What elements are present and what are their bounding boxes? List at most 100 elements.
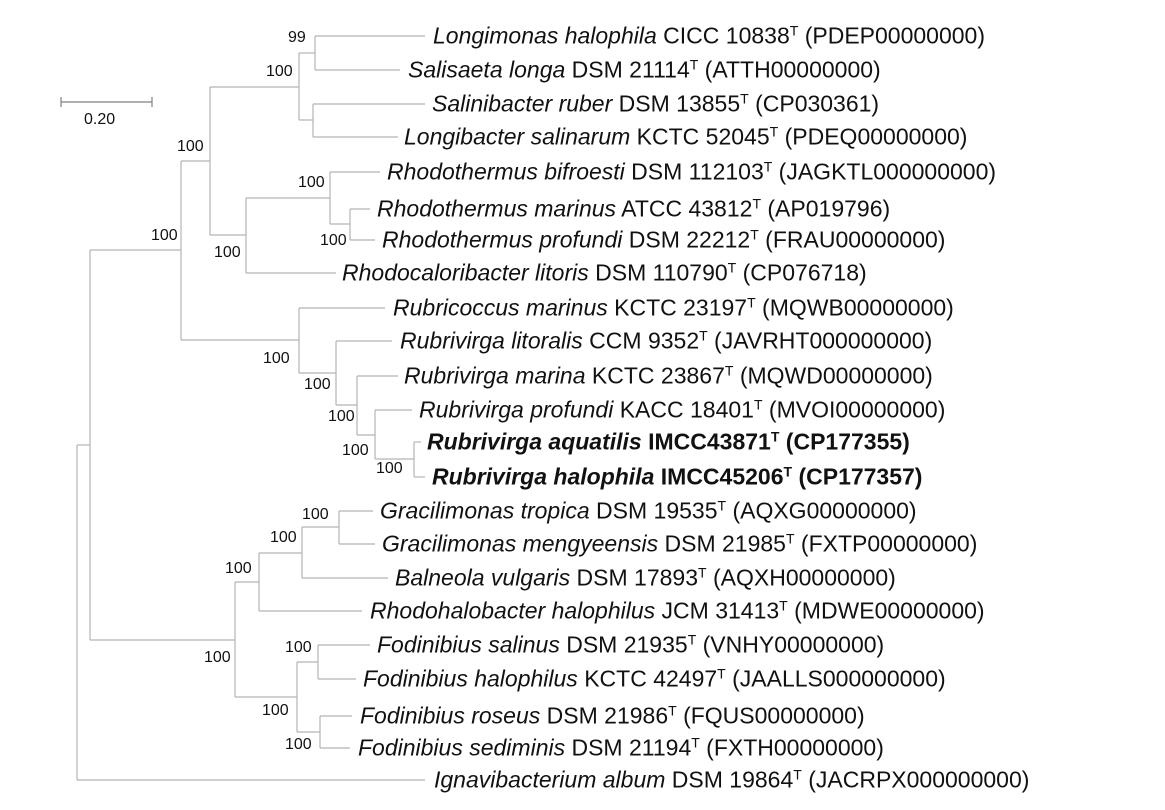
taxon-label-fod-roseus: Fodinibius roseus DSM 21986T (FQUS000000…: [360, 702, 865, 729]
bootstrap-value-rubrivirga-marina-clade: 100: [328, 408, 355, 425]
type-strain-mark: T: [789, 22, 799, 39]
bootstrap-value-rubrivirga-profundi-clade: 100: [342, 442, 369, 459]
taxon-label-rubricoccus: Rubricoccus marinus KCTC 23197T (MQWB000…: [393, 294, 954, 321]
taxon-label-rub-aquatilis: Rubrivirga aquatilis IMCC43871T (CP17735…: [427, 428, 910, 455]
taxon-label-balneola: Balneola vulgaris DSM 17893T (AQXH000000…: [395, 564, 896, 591]
species-name: Longibacter salinarum: [404, 123, 631, 150]
genome-accession: (CP177355): [779, 428, 910, 455]
genome-accession: (PDEP00000000): [798, 22, 985, 49]
bootstrap-value-rhodothermus-marinus-profundi: 100: [320, 232, 347, 249]
type-strain-mark: T: [740, 90, 749, 107]
taxon-label-grac-tropica: Gracilimonas tropica DSM 19535T (AQXG000…: [380, 497, 917, 524]
species-name: Balneola vulgaris: [395, 564, 571, 591]
species-name: Rubrivirga marina: [404, 362, 586, 389]
taxon-label-grac-mengyeensis: Gracilimonas mengyeensis DSM 21985T (FXT…: [382, 530, 977, 557]
strain-designation: DSM 110790: [588, 259, 728, 286]
species-name: Ignavibacterium album: [434, 766, 666, 793]
bootstrap-value-balneolaceae: 100: [204, 649, 231, 666]
type-strain-mark: T: [770, 428, 780, 445]
type-strain-mark: T: [717, 497, 727, 514]
taxon-label-ignavibacterium: Ignavibacterium album DSM 19864T (JACRPX…: [434, 766, 1029, 793]
genome-accession: (MDWE00000000): [787, 597, 985, 624]
species-name: Fodinibius sediminis: [358, 734, 566, 761]
type-strain-mark: T: [779, 597, 788, 614]
genome-accession: (AQXH00000000): [706, 564, 896, 591]
species-name: Salinibacter ruber: [432, 90, 613, 117]
species-name: Rubricoccus marinus: [393, 294, 608, 321]
genome-accession: (AP019796): [761, 195, 891, 222]
species-name: Rhodothermus profundi: [382, 226, 623, 253]
genome-accession: (FQUS00000000): [676, 702, 865, 729]
genome-accession: (VNHY00000000): [696, 631, 885, 658]
species-name: Fodinibius roseus: [360, 702, 541, 729]
bootstrap-value-rhodothermaceae: 100: [214, 244, 241, 261]
species-name: Salisaeta longa: [408, 56, 566, 83]
taxon-label-fod-halophilus: Fodinibius halophilus KCTC 42497T (JAALL…: [363, 665, 946, 692]
species-name: Rubrivirga profundi: [419, 396, 614, 423]
strain-designation: KCTC 42497: [577, 665, 718, 692]
strain-designation: KCTC 23867: [585, 362, 725, 389]
taxon-label-rub-litoralis: Rubrivirga litoralis CCM 9352T (JAVRHT00…: [400, 327, 932, 354]
taxon-label-rho-bifroesti: Rhodothermus bifroesti DSM 112103T (JAGK…: [387, 158, 997, 185]
bootstrap-value-balneolaceae-upper: 100: [225, 560, 252, 577]
strain-designation: DSM 17893: [570, 564, 699, 591]
strain-designation: KCTC 23197: [607, 294, 748, 321]
type-strain-mark: T: [763, 158, 773, 175]
species-name: Gracilimonas tropica: [380, 497, 590, 524]
strain-designation: DSM 21985: [658, 530, 786, 557]
strain-designation: JCM 31413: [655, 597, 780, 624]
type-strain-mark: T: [783, 463, 793, 480]
strain-designation: KCTC 52045: [630, 123, 770, 150]
species-name: Rhodohalobacter halophilus: [370, 597, 656, 624]
type-strain-mark: T: [699, 327, 708, 344]
taxon-label-rub-halophila: Rubrivirga halophila IMCC45206T (CP17735…: [432, 463, 922, 490]
taxon-label-fod-salinus: Fodinibius salinus DSM 21935T (VNHY00000…: [377, 631, 885, 658]
genome-accession: (CP030361): [748, 90, 880, 117]
type-strain-mark: T: [750, 226, 759, 243]
species-name: Fodinibius halophilus: [363, 665, 578, 692]
bootstrap-value-rhodothermales: 100: [151, 227, 178, 244]
taxon-label-longimonas: Longimonas halophila CICC 10838T (PDEP00…: [433, 22, 985, 49]
bootstrap-value-rubrivirga: 100: [304, 376, 331, 393]
bootstrap-value-fodinibius-salinus-halophilus: 100: [285, 639, 312, 656]
bootstrap-value-rubrivirga-rubricoccus: 100: [263, 350, 290, 367]
genome-accession: (JAALLS000000000): [725, 665, 946, 692]
taxon-label-rhodohalobacter: Rhodohalobacter halophilus JCM 31413T (M…: [370, 597, 985, 624]
genome-accession: (CP076718): [736, 259, 867, 286]
type-strain-mark: T: [698, 564, 707, 581]
type-strain-mark: T: [727, 259, 737, 276]
bootstrap-value-fodinibius-roseus-sediminis: 100: [285, 736, 312, 753]
species-name: Rubrivirga litoralis: [400, 327, 583, 354]
genome-accession: (JAGKTL000000000): [772, 158, 997, 185]
bootstrap-value-gracilimonas: 100: [302, 506, 329, 523]
genome-accession: (AQXG00000000): [726, 497, 917, 524]
type-strain-mark: T: [752, 195, 761, 212]
genome-accession: (MQWB00000000): [755, 294, 954, 321]
type-strain-mark: T: [691, 734, 700, 751]
strain-designation: DSM 13855: [612, 90, 741, 117]
taxon-label-longibacter: Longibacter salinarum KCTC 52045T (PDEQ0…: [404, 123, 967, 150]
genome-accession: (MVOI00000000): [762, 396, 946, 423]
bootstrap-value-gracilimonas-balneola: 100: [270, 529, 297, 546]
taxon-label-salinibacter: Salinibacter ruber DSM 13855T (CP030361): [432, 90, 880, 117]
species-name: Longimonas halophila: [433, 22, 657, 49]
strain-designation: CICC 10838: [656, 22, 790, 49]
species-name: Rubrivirga halophila: [432, 463, 655, 490]
strain-designation: DSM 21935: [559, 631, 688, 658]
taxon-label-fod-sediminis: Fodinibius sediminis DSM 21194T (FXTH000…: [358, 734, 884, 761]
type-strain-mark: T: [747, 294, 756, 311]
type-strain-mark: T: [785, 530, 795, 547]
strain-designation: IMCC45206: [654, 463, 784, 490]
strain-designation: DSM 21114: [565, 56, 690, 83]
strain-designation: ATCC 43812: [616, 195, 753, 222]
genome-accession: (MQWD00000000): [733, 362, 933, 389]
scale-bar-label: 0.20: [84, 111, 116, 128]
strain-designation: IMCC43871: [641, 428, 771, 455]
species-name: Rubrivirga aquatilis: [427, 428, 642, 455]
strain-designation: CCM 9352: [582, 327, 700, 354]
strain-designation: KACC 18401: [613, 396, 754, 423]
taxon-label-rho-profundi: Rhodothermus profundi DSM 22212T (FRAU00…: [382, 226, 945, 253]
species-name: Rhodocaloribacter litoris: [342, 259, 589, 286]
bootstrap-value-fodinibius: 100: [262, 702, 289, 719]
